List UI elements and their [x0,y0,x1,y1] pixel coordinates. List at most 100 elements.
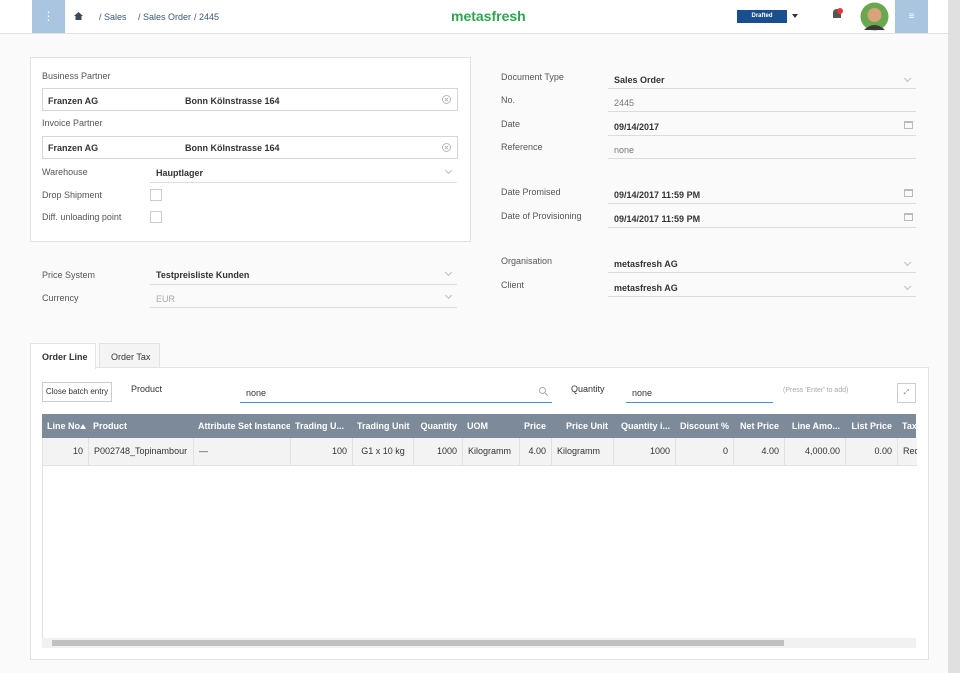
field-value: 09/14/2017 [614,122,660,132]
calendar-icon[interactable] [904,213,913,221]
status-dropdown[interactable] [792,14,798,18]
column-header[interactable]: List Price [851,421,892,431]
table-cell: 1000 [614,438,676,465]
field-label: Currency [42,293,79,303]
breadcrumb-item[interactable]: / Sales Order [138,12,192,22]
status-badge[interactable]: Drafted [737,10,787,23]
table-cell: 4.00 [520,438,552,465]
field-label: Document Type [501,72,564,82]
field-value: 09/14/2017 11:59 PM [614,190,701,200]
field-value: none [614,145,635,155]
column-header[interactable]: Tax [902,421,916,431]
field-value: Sales Order [614,75,665,85]
field-label: Reference [501,142,543,152]
clear-icon[interactable] [442,143,451,152]
field-label: Warehouse [42,167,88,177]
column-header[interactable]: Price [524,421,547,431]
home-icon[interactable] [74,12,83,21]
field-input[interactable] [608,117,916,136]
v-scrollbar[interactable] [948,0,960,673]
lookup-input[interactable] [42,88,458,111]
breadcrumb-item[interactable]: / Sales [99,12,127,22]
column-header[interactable]: UOM [467,421,488,431]
field-value: EUR [156,294,176,304]
table-cell: Red [898,438,917,465]
field-value: 2445 [614,98,635,108]
dropdown[interactable] [150,266,457,285]
field-label: Product [131,384,163,394]
field-label: Price System [42,270,96,280]
tab[interactable] [99,343,160,368]
dropdown [150,289,457,308]
field-value: Hauptlager [156,168,204,178]
table-cell: 0 [676,438,734,465]
column-header[interactable]: Net Price [739,421,779,431]
h-scrollbar[interactable] [42,638,916,648]
lookup-input[interactable] [42,136,458,159]
avatar[interactable] [860,2,889,31]
field-label: No. [501,95,516,105]
tab-label[interactable]: Order Tax [111,352,151,362]
field-value: Franzen AG [48,143,99,153]
field-input[interactable] [608,209,916,228]
field-input[interactable] [608,278,916,297]
field-input[interactable] [608,140,916,159]
tab-label[interactable]: Order Line [42,352,88,362]
column-header[interactable]: Price Unit [565,421,608,431]
column-header[interactable]: Trading Unit [357,421,410,431]
column-header[interactable]: Line No [47,421,80,431]
expand-button[interactable]: ⤢ [897,383,916,403]
checkbox[interactable] [150,189,162,201]
field-value: Testpreisliste Kunden [156,270,250,280]
field-input[interactable] [608,70,916,89]
dropdown[interactable] [150,164,457,183]
field-input[interactable] [608,93,916,112]
field-label: Diff. unloading point [42,212,122,222]
field-value: 09/14/2017 11:59 PM [614,214,701,224]
column-header[interactable]: Quantity i... [620,421,670,431]
clear-icon[interactable] [442,95,451,104]
table-cell: 1000 [414,438,463,465]
tab-active[interactable] [30,343,96,369]
close-batch-button[interactable]: Close batch entry [42,382,112,402]
column-header[interactable]: Line Amo... [791,421,840,431]
checkbox[interactable] [150,211,162,223]
field-input[interactable] [608,185,916,204]
column-header[interactable]: Product [93,421,128,431]
top-bar: ⋮ / Sales / Sales Order / 2445 metasfres… [0,0,948,34]
field-label: Date [501,119,521,129]
product-input[interactable] [240,384,552,403]
notifications[interactable] [831,7,843,21]
field-label: Drop Shipment [42,190,103,200]
calendar-icon[interactable] [904,121,913,129]
breadcrumb-item: / 2445 [194,12,220,22]
field-label: Invoice Partner [42,118,103,128]
column-header[interactable]: Quantity [420,421,457,431]
table-row[interactable]: 10 P002748_Topinambour —100 G1 x 10 kg 1000 K… [43,438,917,466]
table-body: 10 P002748_Topinambour —100 G1 x 10 kg 1000 K… [42,438,917,638]
quantity-input[interactable] [626,384,773,403]
menu-button[interactable]: ⋮ [32,0,65,33]
column-header[interactable]: Trading U... [295,421,345,431]
field-value: metasfresh AG [614,283,678,293]
table-cell: 4.00 [734,438,785,465]
side-menu-button[interactable]: ≡ [895,0,928,33]
sort-indicator[interactable] [80,424,86,429]
column-header[interactable]: Attribute Set Instance [198,421,290,431]
field-value: Bonn Kölnstrasse 164 [185,96,280,106]
hint: (Press 'Enter' to add) [783,387,849,394]
column-header[interactable]: Discount % [680,421,730,431]
table-cell: G1 x 10 kg [353,438,414,465]
calendar-icon[interactable] [904,189,913,197]
field-label: Quantity [571,384,605,394]
table-cell: — [194,438,291,465]
table-cell: Kilogramm [463,438,520,465]
table-header: Line No Product Attribute Set Instance Trad… [42,414,916,438]
field-input[interactable] [608,254,916,273]
field-label: Date of Provisioning [501,211,582,221]
table-cell: Kilogramm [552,438,614,465]
field-value: Franzen AG [48,96,99,106]
field-value: metasfresh AG [614,259,678,269]
